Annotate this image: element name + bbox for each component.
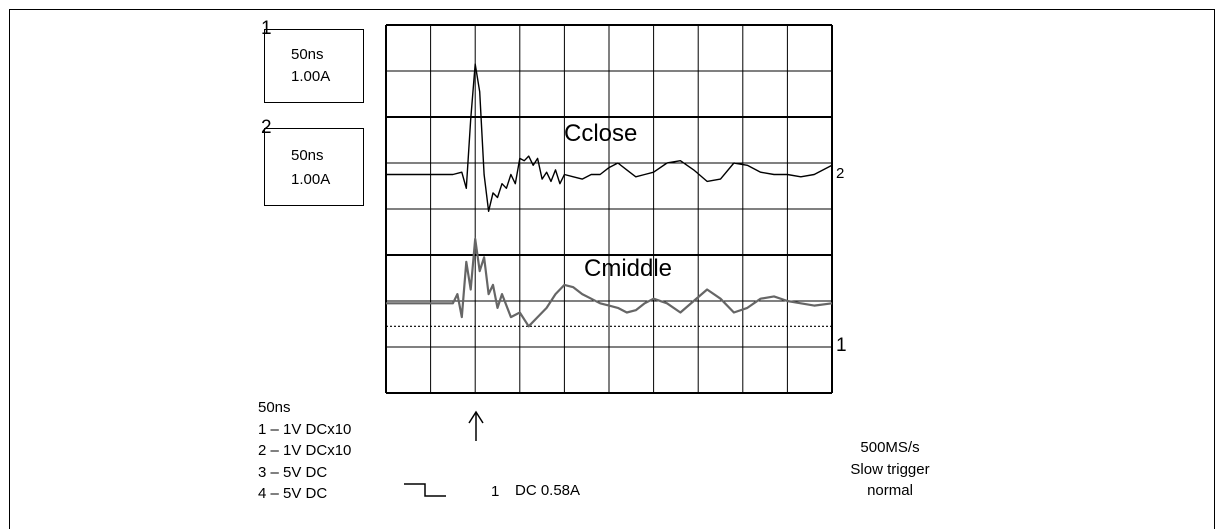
channel-2-number: 2 — [261, 117, 272, 138]
trace-label-cclose: Cclose — [564, 120, 637, 147]
vertical-settings: 50ns 1 – 1V DCx10 2 – 1V DCx10 3 – 5V DC… — [258, 397, 351, 505]
trigger-edge-icon — [404, 483, 446, 497]
channel-1-number: 1 — [261, 18, 272, 39]
trigger-level: DC 0.58A — [515, 482, 581, 499]
channel-2-timebase: 50ns — [291, 147, 324, 164]
grid — [385, 24, 833, 394]
channel-1-scale: 1.00A — [291, 68, 331, 85]
trace-cclose — [386, 63, 833, 213]
trace-marker-1: 1 — [836, 335, 847, 356]
trace-cmiddle — [386, 237, 833, 328]
trace-label-cmiddle: Cmiddle — [584, 255, 672, 282]
settings-line-1: 1 – 1V DCx10 — [258, 420, 352, 438]
trigger-channel: 1 — [491, 483, 500, 500]
channel-2-scale: 1.00A — [291, 171, 331, 188]
acquisition-info: 500MS/s Slow trigger normal — [830, 437, 950, 502]
settings-line-3: 3 – 5V DC — [258, 463, 328, 481]
display-frame — [9, 9, 1215, 529]
channel-1-timebase: 50ns — [291, 46, 324, 63]
channel-2-box: 2 50ns 1.00A — [261, 117, 364, 206]
trigger-mode: normal — [867, 482, 913, 499]
sample-rate: 500MS/s — [860, 439, 920, 456]
trigger-arrow-icon — [468, 410, 484, 441]
settings-timebase: 50ns — [258, 399, 291, 416]
settings-line-4: 4 – 5V DC — [258, 485, 328, 502]
channel-1-box: 1 50ns 1.00A — [261, 18, 364, 103]
settings-line-2: 2 – 1V DCx10 — [258, 442, 352, 459]
trigger-speed: Slow trigger — [850, 460, 930, 478]
trace-marker-2: 2 — [836, 165, 844, 182]
traces — [386, 63, 833, 328]
